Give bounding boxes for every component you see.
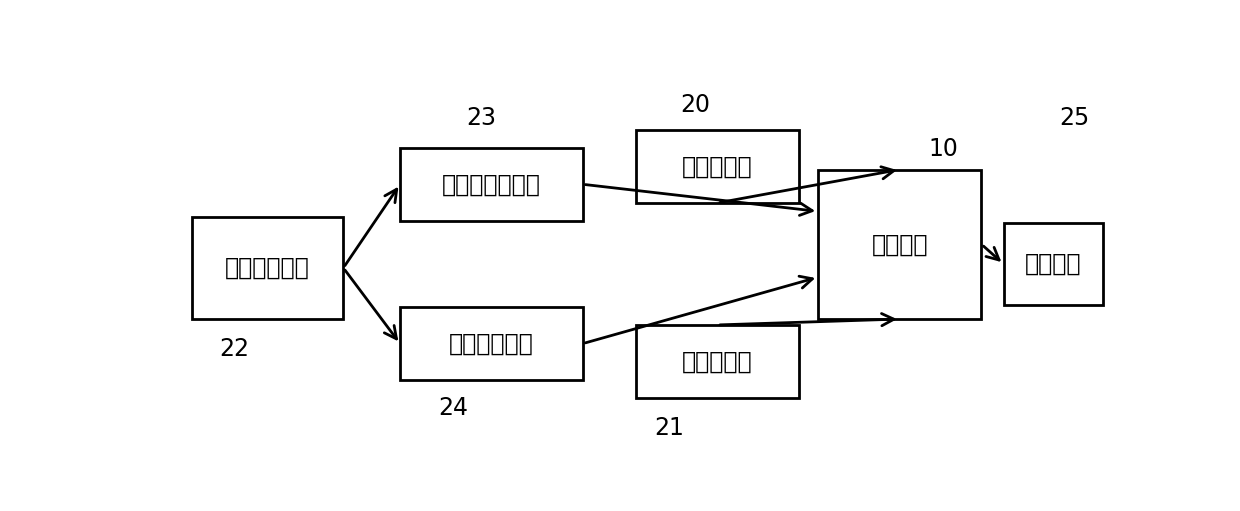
Text: 10: 10 — [928, 137, 959, 161]
Text: 21: 21 — [655, 416, 684, 440]
Text: 充电器测试电路: 充电器测试电路 — [441, 172, 541, 196]
Bar — [191, 217, 343, 319]
Bar — [635, 325, 799, 398]
Text: 微控制器: 微控制器 — [872, 233, 928, 257]
Text: 湿度传感器: 湿度传感器 — [682, 350, 753, 374]
Text: 20: 20 — [680, 94, 711, 118]
Text: 22: 22 — [218, 337, 249, 361]
Bar — [635, 130, 799, 203]
Text: 通信电路: 通信电路 — [1024, 252, 1081, 276]
Text: 温度传感器: 温度传感器 — [682, 154, 753, 178]
Text: 开关控制电路: 开关控制电路 — [226, 256, 310, 280]
Text: 23: 23 — [466, 106, 497, 130]
Text: 24: 24 — [438, 397, 467, 421]
Bar — [818, 170, 982, 319]
Text: 25: 25 — [1059, 106, 1090, 130]
Text: 电池测试电路: 电池测试电路 — [449, 332, 533, 356]
Bar — [1003, 223, 1102, 305]
Bar — [401, 148, 583, 221]
Bar — [401, 307, 583, 380]
